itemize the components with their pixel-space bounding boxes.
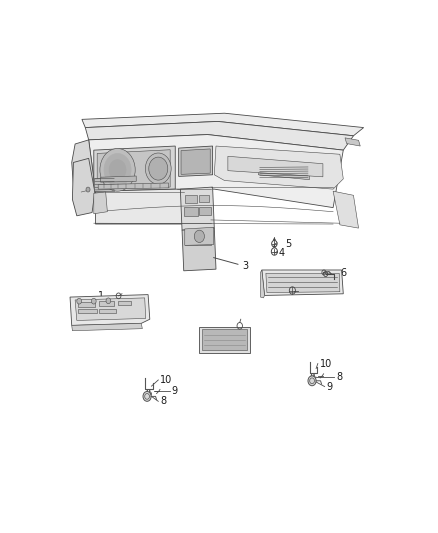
Polygon shape xyxy=(70,295,150,325)
Polygon shape xyxy=(95,189,211,224)
Polygon shape xyxy=(94,146,175,191)
FancyBboxPatch shape xyxy=(199,195,209,202)
Text: 5: 5 xyxy=(286,239,292,249)
Circle shape xyxy=(106,298,111,304)
Text: 2: 2 xyxy=(212,333,219,343)
Polygon shape xyxy=(258,163,309,180)
Polygon shape xyxy=(179,146,212,176)
Circle shape xyxy=(92,298,96,304)
Circle shape xyxy=(149,157,168,180)
FancyBboxPatch shape xyxy=(199,236,211,245)
Polygon shape xyxy=(72,140,95,212)
Polygon shape xyxy=(72,324,142,330)
Polygon shape xyxy=(345,138,360,146)
Text: 10: 10 xyxy=(160,375,172,385)
Circle shape xyxy=(145,153,171,184)
Circle shape xyxy=(308,376,316,386)
Polygon shape xyxy=(88,134,343,207)
Circle shape xyxy=(109,159,126,180)
Text: 2: 2 xyxy=(205,333,212,343)
Polygon shape xyxy=(266,273,340,293)
Text: 6: 6 xyxy=(340,268,346,278)
Polygon shape xyxy=(185,227,214,245)
Polygon shape xyxy=(181,149,210,174)
Polygon shape xyxy=(101,176,136,182)
Text: 9: 9 xyxy=(172,386,178,397)
FancyBboxPatch shape xyxy=(78,309,96,313)
Polygon shape xyxy=(202,329,247,350)
Circle shape xyxy=(104,154,131,186)
Polygon shape xyxy=(97,150,170,189)
Polygon shape xyxy=(85,122,353,150)
Text: 8: 8 xyxy=(336,372,343,382)
FancyBboxPatch shape xyxy=(117,301,131,305)
Polygon shape xyxy=(98,183,169,189)
Polygon shape xyxy=(82,113,364,136)
Polygon shape xyxy=(199,327,250,353)
Text: 1: 1 xyxy=(98,291,104,301)
Text: 4: 4 xyxy=(279,248,285,258)
Text: 8: 8 xyxy=(160,397,166,406)
FancyBboxPatch shape xyxy=(99,309,116,313)
Circle shape xyxy=(100,149,135,191)
Polygon shape xyxy=(182,228,216,271)
Polygon shape xyxy=(94,192,107,214)
FancyBboxPatch shape xyxy=(184,207,198,216)
FancyBboxPatch shape xyxy=(199,207,211,215)
Polygon shape xyxy=(333,191,359,228)
Text: 3: 3 xyxy=(242,261,248,271)
Polygon shape xyxy=(214,146,343,189)
Polygon shape xyxy=(261,270,265,298)
Polygon shape xyxy=(262,270,343,295)
Text: 7: 7 xyxy=(299,286,305,295)
Text: 10: 10 xyxy=(320,359,332,368)
Circle shape xyxy=(194,230,205,243)
Text: 9: 9 xyxy=(326,382,332,392)
FancyBboxPatch shape xyxy=(78,302,95,307)
Circle shape xyxy=(77,298,81,304)
FancyBboxPatch shape xyxy=(185,236,198,245)
FancyBboxPatch shape xyxy=(99,301,114,306)
Polygon shape xyxy=(228,156,323,177)
Circle shape xyxy=(86,187,90,192)
FancyBboxPatch shape xyxy=(94,177,114,191)
Polygon shape xyxy=(75,298,146,320)
Polygon shape xyxy=(72,158,95,216)
Polygon shape xyxy=(180,187,214,230)
Circle shape xyxy=(143,391,151,401)
FancyBboxPatch shape xyxy=(185,195,197,204)
